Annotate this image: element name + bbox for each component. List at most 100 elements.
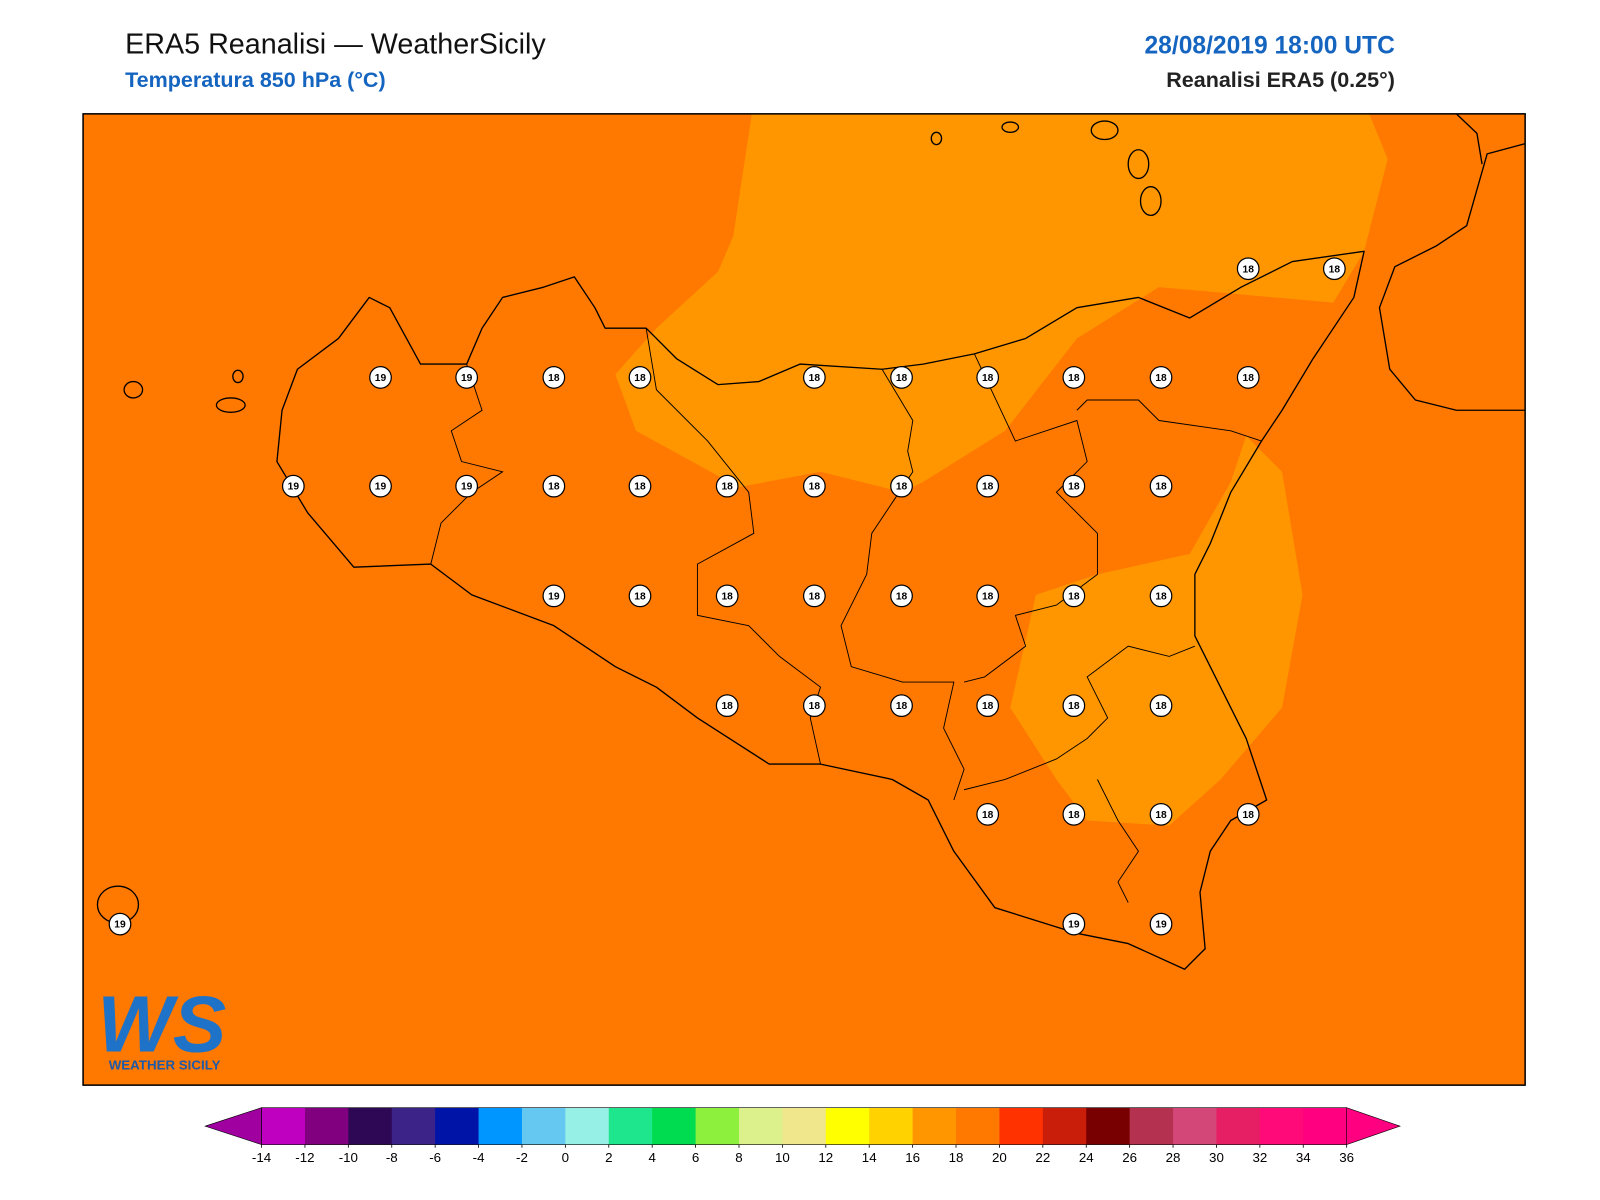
station-value: 18 bbox=[1068, 591, 1080, 602]
station-marker bbox=[1062, 694, 1086, 718]
station-value: 19 bbox=[1068, 920, 1080, 931]
station-value: 18 bbox=[634, 591, 646, 602]
colorbar-bin bbox=[304, 1107, 349, 1145]
subtitle: Temperatura 850 hPa (°C) bbox=[125, 68, 386, 92]
station-marker bbox=[1062, 366, 1086, 389]
colorbar-bin bbox=[1303, 1107, 1348, 1145]
colorbar-tick-label: 4 bbox=[648, 1150, 656, 1165]
station-marker bbox=[802, 474, 826, 498]
station-value: 18 bbox=[982, 482, 994, 493]
island bbox=[232, 369, 244, 384]
colorbar-tick-label: -6 bbox=[429, 1150, 441, 1165]
logo-mark: WS bbox=[97, 979, 226, 1068]
station-marker bbox=[455, 366, 479, 389]
island bbox=[1127, 149, 1150, 180]
title: ERA5 Reanalisi — WeatherSicily bbox=[125, 28, 546, 60]
colorbar-tick-label: 22 bbox=[1035, 1150, 1050, 1165]
station-marker bbox=[1236, 802, 1260, 826]
island bbox=[1001, 121, 1020, 133]
station-marker bbox=[802, 366, 826, 389]
province-border bbox=[430, 363, 504, 565]
station-value: 18 bbox=[634, 373, 646, 384]
colorbar-tick-label: 34 bbox=[1296, 1150, 1311, 1165]
coastline bbox=[276, 250, 1365, 970]
station-value: 18 bbox=[809, 482, 821, 493]
station-value: 18 bbox=[548, 482, 560, 493]
colorbar-tick-label: 8 bbox=[735, 1150, 742, 1165]
station-value: 18 bbox=[721, 591, 733, 602]
station-value: 18 bbox=[1329, 264, 1341, 275]
station-marker bbox=[715, 584, 739, 608]
station-value: 18 bbox=[896, 701, 908, 712]
colorbar-tick-label: 26 bbox=[1122, 1150, 1137, 1165]
logo: WS WEATHER SICILY bbox=[97, 979, 226, 1072]
station-marker bbox=[890, 694, 913, 718]
colorbar-tick-label: 0 bbox=[562, 1150, 569, 1165]
island bbox=[1139, 185, 1162, 217]
station-marker bbox=[976, 802, 1000, 826]
station-marker bbox=[281, 474, 305, 498]
colorbar-bin bbox=[782, 1107, 827, 1145]
province-border bbox=[1076, 399, 1262, 442]
station-marker bbox=[802, 694, 826, 718]
colorbar-bin bbox=[652, 1107, 697, 1145]
station-value: 18 bbox=[982, 373, 994, 384]
station-value: 19 bbox=[375, 482, 387, 493]
colorbar-bin bbox=[1259, 1107, 1304, 1145]
station-marker bbox=[1322, 257, 1346, 281]
province-border bbox=[963, 645, 1196, 791]
station-value: 18 bbox=[548, 373, 560, 384]
colorbar-bin bbox=[912, 1107, 957, 1145]
station-marker bbox=[542, 366, 566, 389]
station-value: 18 bbox=[896, 373, 908, 384]
station-marker bbox=[976, 366, 1000, 389]
station-value: 18 bbox=[1243, 810, 1255, 821]
station-marker bbox=[1149, 584, 1173, 608]
station-layer: 18 18 19 19 18 18 18 18 18 18 18 18 19 19 19 18 18 18 18 18… bbox=[108, 257, 1346, 936]
station-value: 19 bbox=[114, 920, 126, 931]
station-marker bbox=[108, 912, 132, 936]
colorbar-tick-label: -12 bbox=[295, 1150, 314, 1165]
station-marker bbox=[1062, 802, 1086, 826]
colorbar-tick-label: 36 bbox=[1339, 1150, 1354, 1165]
colorbar-bin bbox=[1173, 1107, 1217, 1145]
station-value: 19 bbox=[288, 482, 300, 493]
colorbar-bin bbox=[435, 1107, 480, 1145]
island bbox=[930, 131, 943, 146]
island bbox=[215, 397, 246, 413]
station-marker bbox=[1149, 912, 1173, 936]
station-value: 19 bbox=[461, 482, 473, 493]
colorbar-tick-label: -14 bbox=[252, 1150, 272, 1165]
temperature-field bbox=[615, 113, 1388, 493]
station-marker bbox=[1062, 474, 1086, 498]
colorbar-bin bbox=[1129, 1107, 1174, 1145]
colorbar-bin bbox=[1042, 1107, 1087, 1145]
province-border bbox=[1097, 779, 1140, 903]
station-marker bbox=[802, 584, 826, 608]
station-value: 18 bbox=[1155, 373, 1167, 384]
coastline bbox=[1378, 142, 1526, 411]
station-value: 19 bbox=[375, 373, 387, 384]
station-marker bbox=[542, 584, 566, 608]
logo-text: WEATHER SICILY bbox=[109, 1058, 221, 1073]
temperature-field bbox=[1010, 435, 1303, 826]
station-marker bbox=[715, 474, 739, 498]
station-marker bbox=[1149, 474, 1173, 498]
station-marker bbox=[455, 474, 479, 498]
coastline bbox=[1455, 113, 1483, 165]
colorbar-tick-label: 14 bbox=[862, 1150, 877, 1165]
colorbar-tick-label: 10 bbox=[775, 1150, 790, 1165]
station-value: 18 bbox=[982, 701, 994, 712]
colorbar-bin bbox=[999, 1107, 1044, 1145]
colorbar-bin bbox=[348, 1107, 393, 1145]
colorbar-bin bbox=[956, 1107, 1000, 1145]
station-marker bbox=[976, 474, 1000, 498]
colorbar-bin bbox=[521, 1107, 566, 1145]
station-marker bbox=[1149, 694, 1173, 718]
station-value: 19 bbox=[461, 373, 473, 384]
station-value: 18 bbox=[1243, 264, 1255, 275]
station-value: 18 bbox=[1155, 591, 1167, 602]
station-marker bbox=[1062, 912, 1086, 936]
